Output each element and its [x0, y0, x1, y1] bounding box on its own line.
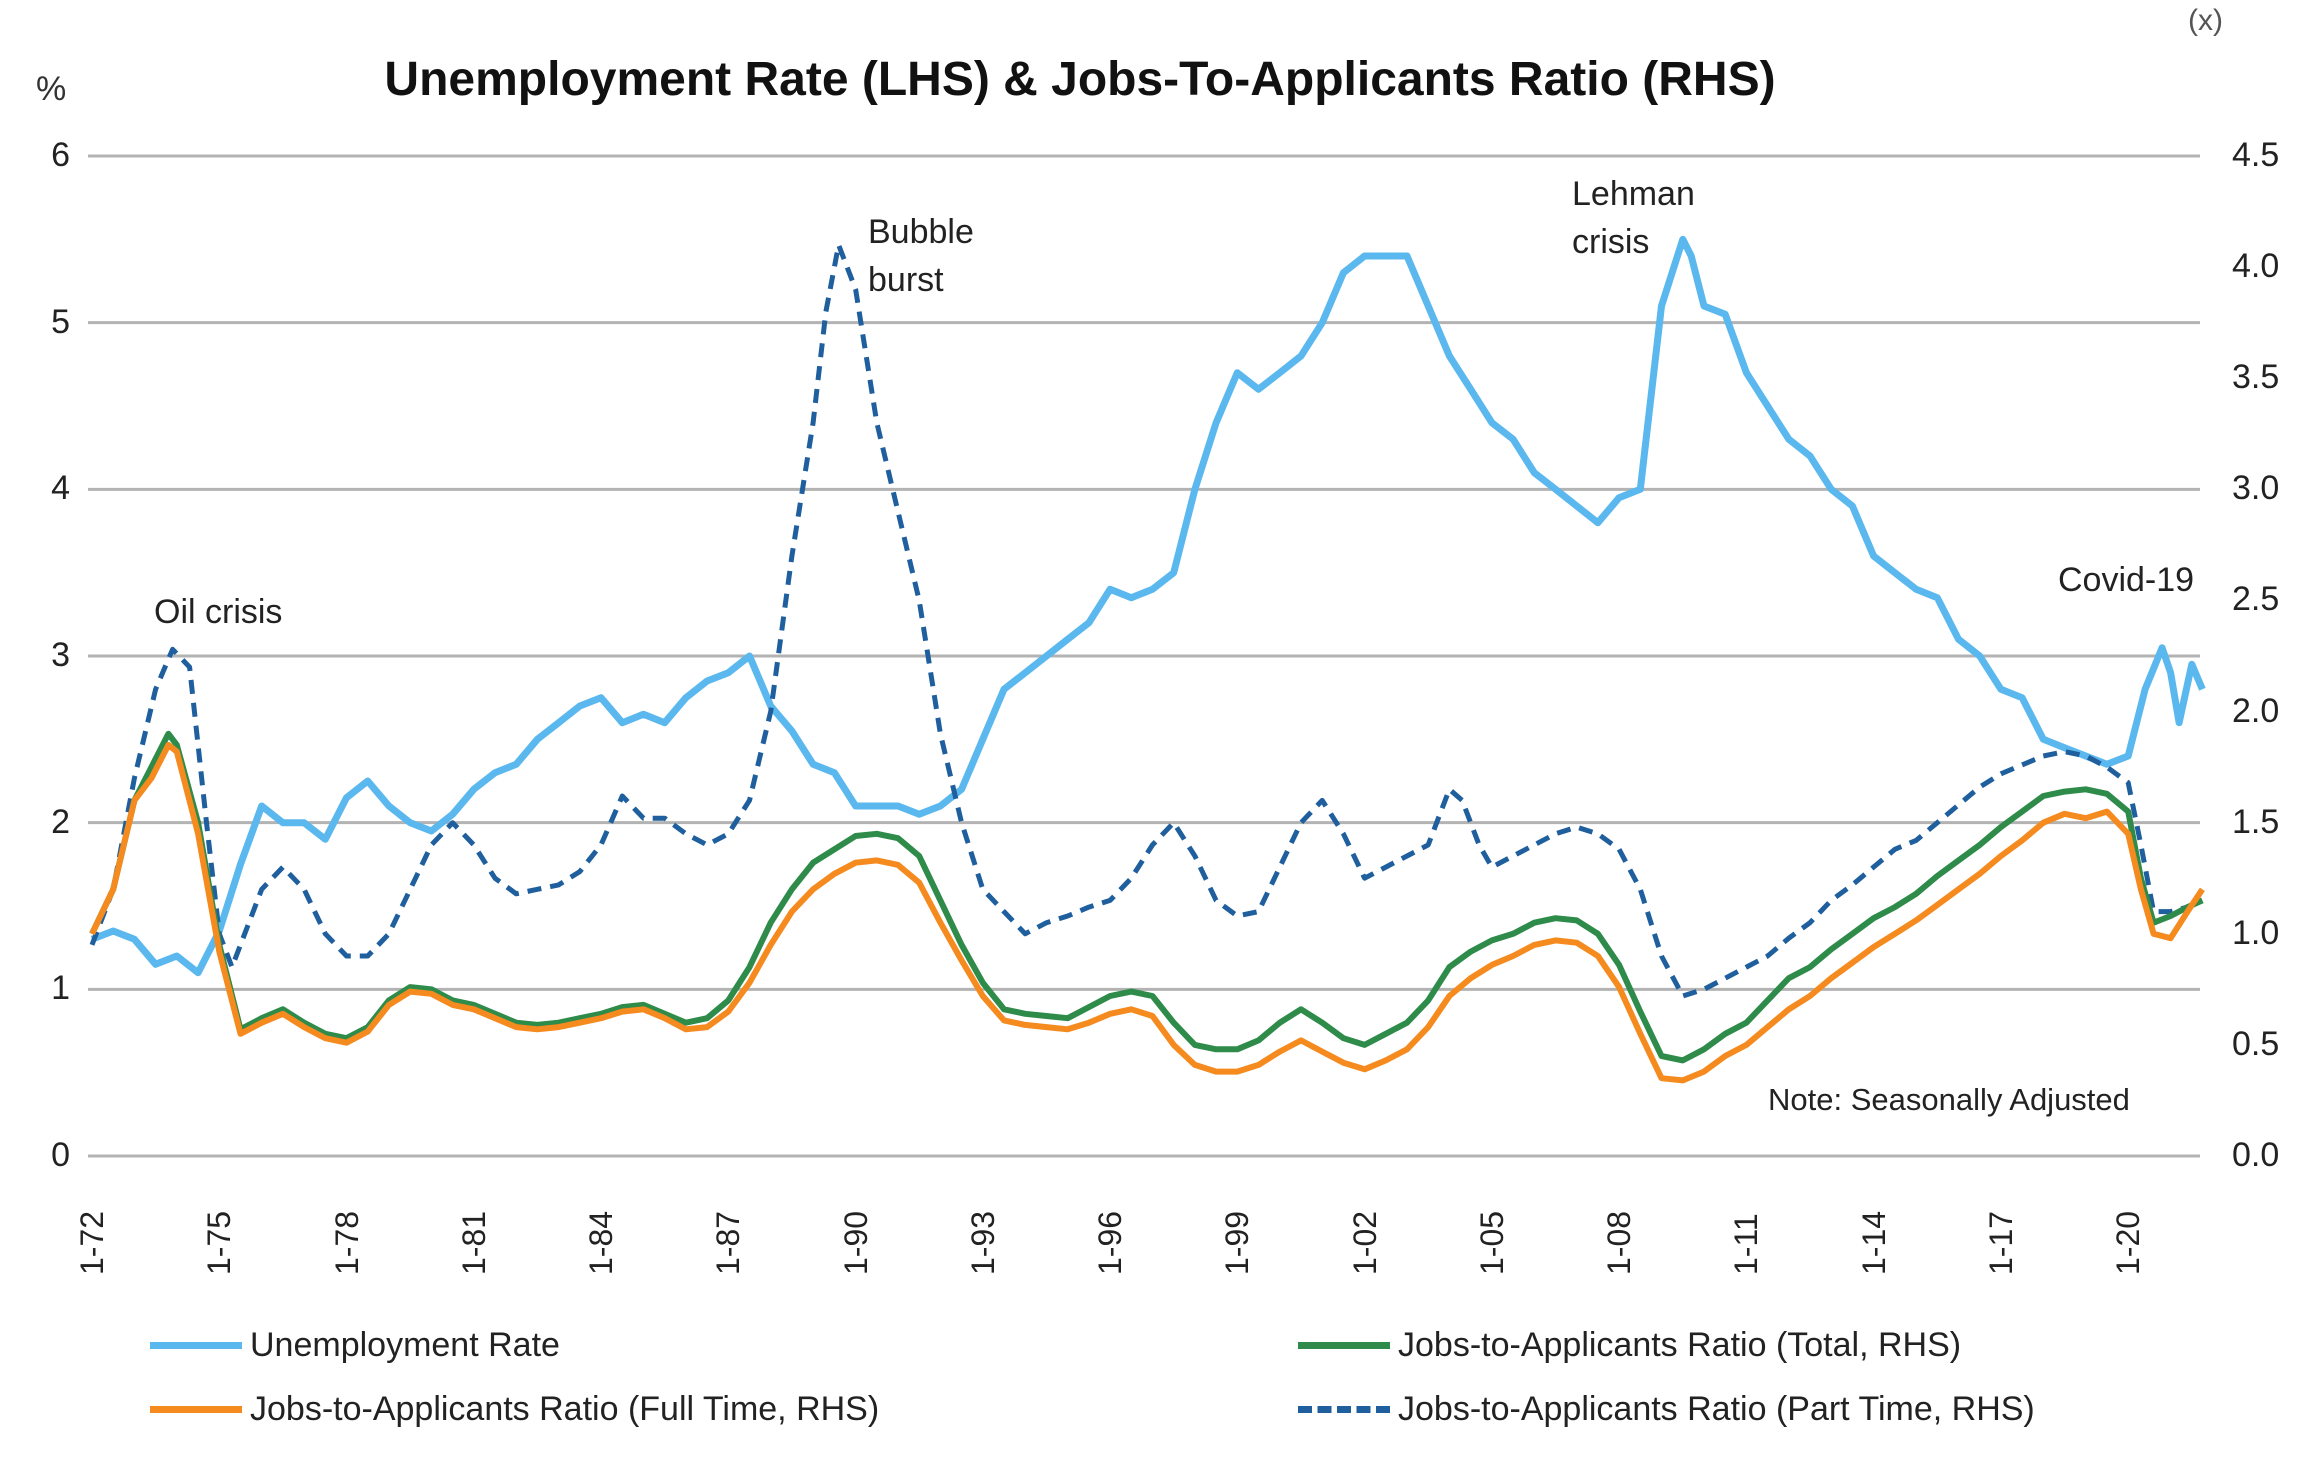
x-tick-label: 1-87 [710, 1210, 747, 1275]
x-tick-label: 1-93 [964, 1210, 1001, 1275]
x-tick-label: 1-72 [74, 1210, 110, 1275]
x-tick-label: 1-75 [201, 1210, 238, 1275]
annotation-line: Bubble [868, 213, 974, 251]
x-tick-label: 1-78 [328, 1210, 365, 1275]
x-tick-label: 1-99 [1219, 1210, 1256, 1275]
right-y-tick-label: 2.5 [2232, 580, 2280, 619]
left-y-tick-label: 2 [51, 802, 70, 841]
x-tick-label: 1-11 [1728, 1213, 1765, 1275]
right-y-tick-label: 4.0 [2232, 247, 2280, 286]
gridlines [88, 154, 2200, 1158]
series-line-unemployment-rate [90, 235, 2206, 977]
annotation-lehman-crisis: Lehman crisis [1572, 170, 1695, 266]
annotation-line: Lehman [1572, 175, 1695, 213]
legend-label: Jobs-to-Applicants Ratio (Total, RHS) [1398, 1326, 1962, 1364]
legend-label: Unemployment Rate [250, 1326, 560, 1364]
right-y-tick-label: 0.0 [2232, 1136, 2280, 1174]
x-tick-label: 1-05 [1473, 1210, 1510, 1275]
annotation-line: Covid-19 [2058, 561, 2195, 599]
right-y-tick-label: 0.5 [2232, 1024, 2280, 1063]
series-line-jobs-to-applicants-ratio-full-time-rhs [89, 741, 2205, 1084]
series-line-jobs-to-applicants-ratio-total-rhs [89, 730, 2204, 1064]
annotation-line: crisis [1572, 223, 1650, 261]
x-tick-label: 1-17 [1982, 1210, 2019, 1275]
annotation-oil-crisis: Oil crisis [154, 588, 282, 636]
left-y-tick-label: 0 [51, 1136, 70, 1174]
x-tick-label: 1-81 [455, 1210, 492, 1275]
x-tick-label: 1-20 [2110, 1210, 2147, 1275]
note-seasonally-adjusted: Note: Seasonally Adjusted [1768, 1076, 2130, 1124]
legend-swatch-unemployment [150, 1342, 242, 1349]
legend-label: Jobs-to-Applicants Ratio (Full Time, RHS… [250, 1390, 880, 1428]
right-y-tick-label: 3.0 [2232, 469, 2280, 508]
series-line-jobs-to-applicants-ratio-part-time-rhs [89, 242, 2204, 999]
chart-title: Unemployment Rate (LHS) & Jobs-To-Applic… [384, 53, 1776, 106]
left-y-tick-label: 5 [51, 302, 70, 341]
right-y-tick-label: 1.0 [2232, 913, 2280, 952]
legend-swatch-full-time [150, 1406, 242, 1413]
left-axis-unit-label: % [36, 70, 67, 108]
legend-label: Jobs-to-Applicants Ratio (Part Time, RHS… [1398, 1390, 2035, 1428]
right-y-tick-label: 3.5 [2232, 358, 2280, 397]
right-y-tick-label: 4.5 [2232, 136, 2280, 174]
annotation-line: burst [868, 261, 944, 299]
annotation-line: Note: Seasonally Adjusted [1768, 1082, 2130, 1117]
left-y-tick-label: 3 [51, 636, 70, 674]
right-y-tick-label: 2.0 [2232, 691, 2280, 730]
x-tick-label: 1-90 [837, 1210, 874, 1275]
left-y-tick-label: 6 [51, 136, 70, 174]
x-tick-label: 1-08 [1601, 1210, 1638, 1275]
left-y-tick-label: 4 [51, 469, 70, 508]
right-axis-unit-label: (x) [2188, 4, 2223, 37]
x-tick-label: 1-84 [583, 1210, 620, 1275]
series-lines [89, 235, 2206, 1084]
x-tick-label: 1-14 [1855, 1210, 1892, 1275]
x-tick-label: 1-96 [1092, 1210, 1129, 1275]
legend-item-full-time[interactable]: Jobs-to-Applicants Ratio (Full Time, RHS… [150, 1390, 879, 1429]
legend-swatch-total [1298, 1342, 1390, 1349]
legend-item-part-time[interactable]: Jobs-to-Applicants Ratio (Part Time, RHS… [1298, 1390, 2035, 1429]
legend-swatch-part-time [1298, 1406, 1390, 1413]
legend-item-total[interactable]: Jobs-to-Applicants Ratio (Total, RHS) [1298, 1326, 1961, 1365]
x-tick-label: 1-02 [1346, 1210, 1383, 1275]
right-y-tick-label: 1.5 [2232, 802, 2280, 841]
left-y-tick-label: 1 [51, 969, 70, 1008]
annotation-bubble-burst: Bubble burst [868, 208, 974, 304]
legend-item-unemployment-rate[interactable]: Unemployment Rate [150, 1326, 560, 1365]
annotation-line: Oil crisis [154, 593, 283, 631]
annotation-covid-19: Covid-19 [2058, 556, 2194, 604]
